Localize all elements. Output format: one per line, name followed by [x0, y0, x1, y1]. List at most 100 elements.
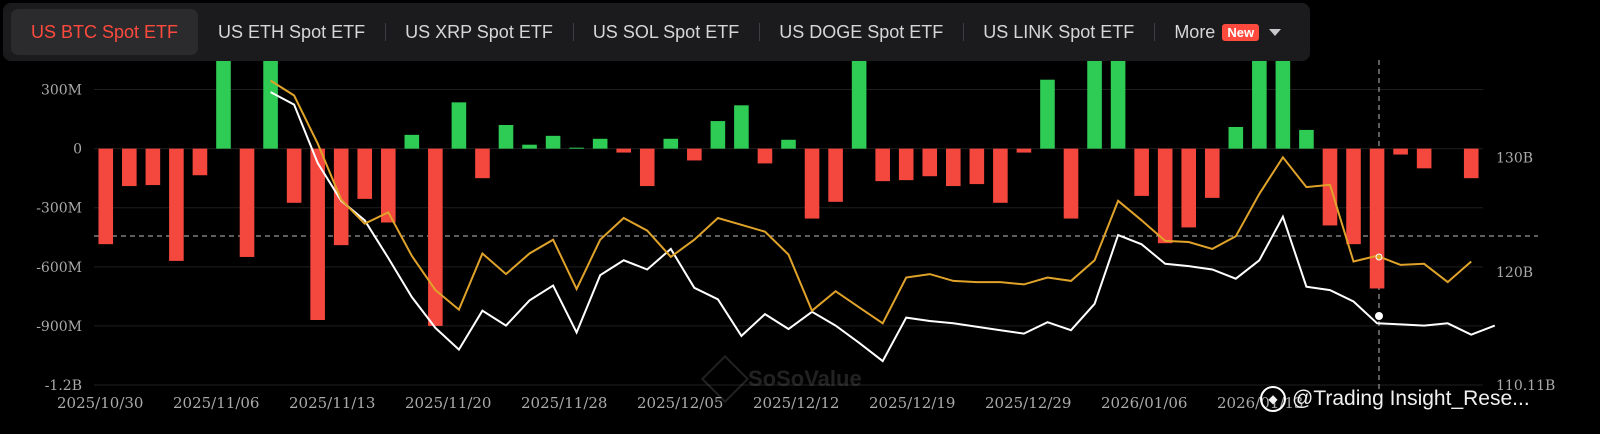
- tab-us-sol-spot-etf[interactable]: US SOL Spot ETF: [572, 3, 759, 61]
- x-axis-tick-label: 2025/12/29: [985, 394, 1071, 412]
- inflow-bar[interactable]: [404, 134, 420, 149]
- x-axis-tick-label: 2025/11/06: [173, 394, 259, 412]
- outflow-bar[interactable]: [687, 148, 702, 161]
- outflow-bar[interactable]: [1157, 148, 1173, 244]
- inflow-bar[interactable]: [451, 102, 467, 149]
- outflow-bar[interactable]: [122, 148, 137, 187]
- tab-us-eth-spot-etf[interactable]: US ETH Spot ETF: [218, 21, 366, 42]
- inflow-bar[interactable]: [216, 60, 231, 149]
- outflow-bar[interactable]: [1204, 148, 1220, 198]
- inflow-bar[interactable]: [851, 60, 867, 149]
- x-axis-tick-label: 2025/10/30: [57, 394, 143, 412]
- x-axis-tick-label: 2025/11/13: [289, 394, 375, 412]
- outflow-bar[interactable]: [357, 148, 373, 199]
- inflow-bar[interactable]: [1110, 60, 1126, 149]
- left-axis-tick-label: -300M: [36, 201, 82, 217]
- tab-us-xrp-spot-etf[interactable]: US XRP Spot ETF: [385, 3, 573, 61]
- outflow-bar[interactable]: [639, 148, 655, 187]
- outflow-bar[interactable]: [969, 148, 985, 185]
- user-icon: ◆: [1260, 386, 1286, 412]
- tab-us-link-spot-etf[interactable]: US LINK Spot ETF: [963, 3, 1154, 61]
- left-axis-tick-label: 0: [73, 142, 82, 158]
- etf-tab-bar: US BTC Spot ETF US ETH Spot ETF US XRP S…: [3, 3, 1310, 61]
- outflow-bar[interactable]: [1181, 148, 1197, 228]
- tab-us-doge-spot-etf[interactable]: US DOGE Spot ETF: [759, 3, 963, 61]
- right-axis-tick-label: 110.11B: [1496, 378, 1555, 394]
- x-axis-tick-label: 2025/11/28: [521, 394, 607, 412]
- axes: 300M 0 -300M -600M -900M -1.2B 130B 120B 110.11B…: [36, 83, 1555, 412]
- hover-marker-white: [1375, 312, 1383, 320]
- outflow-bar[interactable]: [380, 148, 396, 223]
- inflow-bar[interactable]: [710, 121, 726, 149]
- inflow-bar[interactable]: [1299, 129, 1314, 149]
- outflow-bar[interactable]: [922, 148, 938, 177]
- series-line-white: [270, 91, 1496, 363]
- x-axis-tick-label: 2026/01/06: [1101, 394, 1187, 412]
- outflow-bar[interactable]: [828, 148, 843, 202]
- outflow-bar[interactable]: [286, 148, 302, 203]
- outflow-bar[interactable]: [1463, 148, 1479, 179]
- outflow-bar[interactable]: [898, 148, 914, 181]
- inflow-bar[interactable]: [1228, 126, 1244, 149]
- inflow-bar[interactable]: [734, 105, 749, 149]
- left-axis-tick-label: -600M: [36, 260, 82, 276]
- tab-us-btc-spot-etf[interactable]: US BTC Spot ETF: [11, 9, 199, 55]
- logo-text: SoSoValue: [748, 366, 862, 391]
- outflow-bar[interactable]: [1393, 148, 1408, 155]
- outflow-bar[interactable]: [1063, 148, 1079, 219]
- outflow-bar[interactable]: [169, 148, 184, 261]
- inflow-bar[interactable]: [263, 60, 278, 149]
- sosovalue-logo-icon: [700, 354, 750, 404]
- inflow-bar[interactable]: [522, 144, 537, 149]
- outflow-bar[interactable]: [1369, 148, 1385, 289]
- outflow-bar[interactable]: [98, 148, 114, 245]
- outflow-bar[interactable]: [145, 148, 161, 186]
- outflow-bar[interactable]: [1134, 148, 1149, 196]
- watermark-text: @Trading Insight_Rese...: [1292, 387, 1530, 410]
- inflow-bar[interactable]: [663, 138, 679, 149]
- inflow-bar[interactable]: [569, 147, 584, 149]
- outflow-bar[interactable]: [310, 148, 325, 320]
- outflow-bar[interactable]: [1416, 148, 1432, 169]
- outflow-bar[interactable]: [239, 148, 255, 257]
- inflow-bar[interactable]: [498, 125, 514, 149]
- outflow-bar[interactable]: [333, 148, 349, 246]
- left-axis-tick-label: -900M: [36, 319, 82, 335]
- x-axis-tick-label: 2025/12/05: [637, 394, 723, 412]
- inflow-bar[interactable]: [1087, 60, 1102, 149]
- hover-marker-gold: [1375, 253, 1383, 261]
- outflow-bar[interactable]: [428, 148, 443, 326]
- x-axis-tick-label: 2025/12/19: [869, 394, 955, 412]
- outflow-bar[interactable]: [1016, 148, 1032, 153]
- chevron-down-icon: [1269, 28, 1282, 36]
- outflow-bar[interactable]: [757, 148, 773, 164]
- inflow-bar[interactable]: [1275, 60, 1291, 149]
- flow-bars: [98, 60, 1479, 326]
- inflow-bar[interactable]: [1040, 79, 1055, 149]
- outflow-bar[interactable]: [475, 148, 490, 179]
- more-menu-button[interactable]: More New: [1154, 3, 1301, 61]
- outflow-bar[interactable]: [616, 148, 632, 153]
- inflow-bar[interactable]: [781, 139, 796, 149]
- sosovalue-logo: SoSoValue: [700, 354, 862, 404]
- outflow-bar[interactable]: [1346, 148, 1361, 245]
- inflow-bar[interactable]: [545, 135, 561, 149]
- outflow-bar[interactable]: [945, 148, 961, 187]
- watermark: ◆ @Trading Insight_Rese...: [1260, 386, 1530, 412]
- cumulative-lines: [270, 79, 1496, 363]
- outflow-bar[interactable]: [192, 148, 208, 176]
- outflow-bar[interactable]: [993, 148, 1008, 203]
- inflow-bar[interactable]: [1252, 60, 1267, 149]
- new-badge: New: [1222, 23, 1260, 41]
- left-axis-tick-label: -1.2B: [45, 378, 82, 394]
- inflow-bar[interactable]: [592, 138, 608, 149]
- x-axis-tick-label: 2025/12/12: [753, 394, 839, 412]
- outflow-bar[interactable]: [804, 148, 820, 219]
- more-label: More: [1174, 21, 1216, 42]
- grid-lines: [94, 60, 1538, 395]
- outflow-bar[interactable]: [875, 148, 890, 182]
- x-axis-tick-label: 2025/11/20: [405, 394, 491, 412]
- right-axis-tick-label: 130B: [1496, 150, 1533, 166]
- series-line-gold: [270, 79, 1472, 325]
